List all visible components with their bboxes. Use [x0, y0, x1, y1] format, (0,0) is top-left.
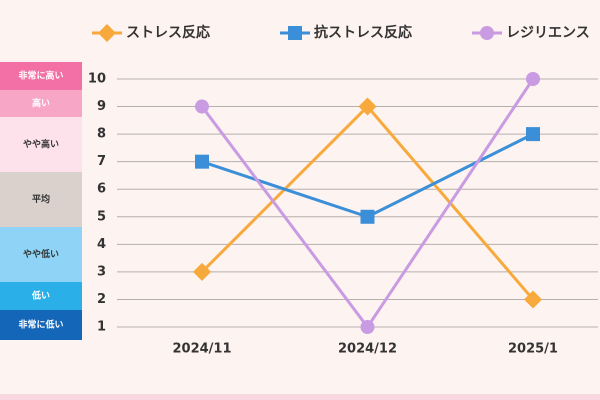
y-tick-label: 8	[97, 127, 106, 142]
legend-label: レジリエンス	[506, 25, 590, 41]
marker	[360, 320, 375, 334]
level-band	[0, 282, 82, 310]
y-tick-label: 9	[97, 99, 106, 114]
level-band	[0, 227, 82, 282]
level-band	[0, 62, 82, 90]
level-label: 高い	[32, 97, 50, 109]
y-tick-label: 3	[97, 264, 106, 279]
x-tick-label: 2024/11	[172, 342, 231, 357]
legend-label: 抗ストレス反応	[314, 24, 412, 41]
level-band	[0, 172, 82, 227]
marker	[526, 127, 540, 142]
marker	[360, 209, 375, 224]
level-label: 非常に低い	[18, 319, 63, 331]
level-band	[0, 90, 82, 117]
marker	[195, 154, 209, 169]
marker	[193, 262, 211, 281]
marker	[524, 290, 542, 309]
marker	[195, 99, 209, 114]
level-label: 非常に高い	[18, 70, 63, 82]
y-tick-label: 2	[97, 292, 106, 307]
bottom-strip	[0, 394, 600, 400]
level-band	[0, 117, 82, 172]
level-label: 平均	[32, 193, 50, 205]
x-tick-label: 2025/1	[508, 342, 558, 357]
x-tick-label: 2024/12	[338, 342, 397, 357]
y-tick-label: 6	[97, 182, 106, 197]
level-band	[0, 310, 82, 340]
level-label: やや高い	[23, 138, 59, 150]
marker	[480, 26, 494, 40]
level-label: 低い	[31, 290, 50, 302]
series-line	[201, 132, 534, 219]
legend-label: ストレス反応	[126, 24, 210, 41]
y-tick-label: 10	[88, 72, 106, 87]
series-line	[200, 104, 535, 301]
marker	[288, 26, 302, 40]
y-tick-label: 1	[97, 320, 106, 335]
level-label: やや低い	[23, 248, 59, 260]
y-tick-label: 4	[97, 237, 106, 252]
y-tick-label: 7	[97, 154, 106, 169]
marker	[358, 97, 377, 116]
series-line	[200, 78, 535, 330]
marker	[526, 72, 540, 86]
marker	[98, 24, 116, 42]
y-tick-label: 5	[97, 209, 106, 224]
